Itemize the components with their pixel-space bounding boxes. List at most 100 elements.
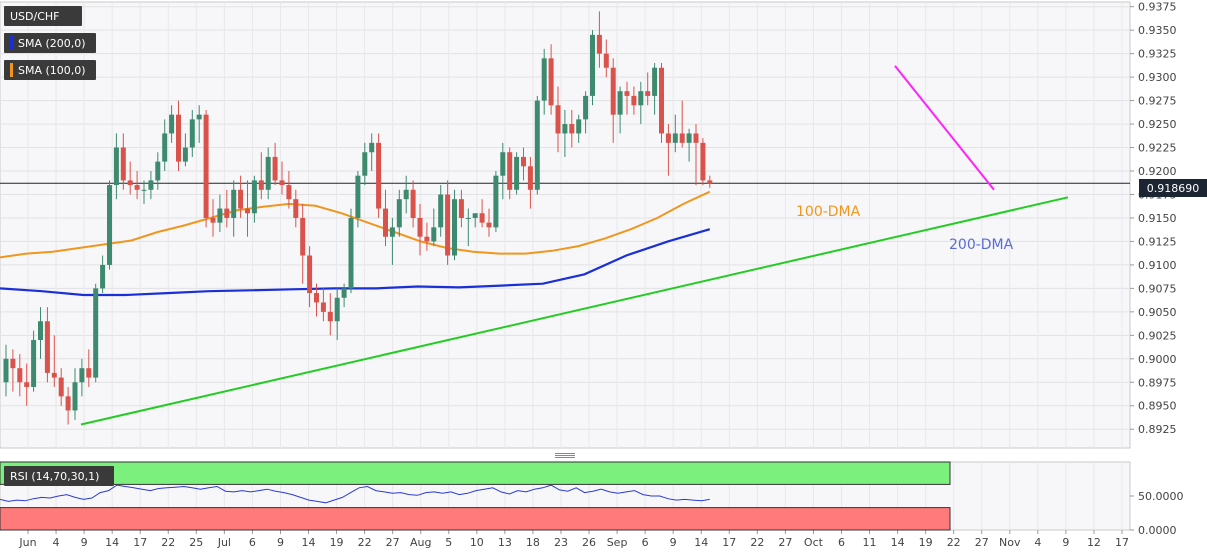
candle-body [272, 156, 278, 181]
candle-body [396, 199, 402, 228]
rsi-tag[interactable]: RSI (14,70,30,1) [4, 466, 114, 486]
candle-body [376, 142, 382, 209]
rsi-y-tick-label: 0.0000 [1138, 524, 1177, 537]
candle-body [665, 133, 671, 143]
x-tick-label: 17 [722, 536, 736, 549]
moving-averages [0, 190, 711, 297]
x-tick-label: 4 [53, 536, 60, 549]
x-tick-label: 14 [891, 536, 905, 549]
y-tick-label: 0.9350 [1138, 24, 1177, 37]
candle-body [527, 166, 533, 190]
support-trendline [80, 196, 1069, 426]
resistance-trendline [894, 65, 995, 191]
symbol-tag[interactable]: USD/CHF [4, 6, 82, 26]
candle-body [590, 34, 595, 96]
candle-body [686, 133, 692, 143]
x-tick-label: Jun [18, 536, 36, 549]
candle-body [38, 321, 43, 341]
sma200-label: SMA (200,0) [18, 36, 86, 50]
trendlines [80, 65, 1069, 426]
candle-body [583, 95, 589, 120]
candle-body [58, 377, 64, 397]
chart-grid [0, 1, 1131, 531]
candle-body [417, 217, 423, 237]
y-tick-label: 0.8975 [1138, 376, 1177, 389]
candle-body [107, 185, 112, 265]
candle-body [458, 199, 464, 218]
x-tick-label: 27 [975, 536, 989, 549]
candle-body [210, 217, 216, 223]
x-tick-label: Sep [607, 536, 628, 549]
x-tick-label: 13 [498, 536, 512, 549]
candle-body [500, 152, 506, 176]
candle-body [514, 156, 520, 190]
candle-body [610, 67, 616, 115]
candle-body [224, 208, 230, 218]
x-tick-label: 5 [445, 536, 452, 549]
candle-body [258, 180, 264, 190]
annotations: 100-DMA 200-DMA [796, 204, 1014, 253]
candle-body [341, 288, 347, 298]
candle-body [431, 227, 437, 242]
candle-body [521, 156, 526, 167]
candle-body [596, 34, 602, 54]
y-tick-label: 0.9125 [1138, 235, 1177, 248]
y-tick-label: 0.9000 [1138, 353, 1177, 366]
price-axis: 0.9375 0.9350 0.9325 0.9300 0.9275 0.9250 0.92… [1130, 1, 1177, 436]
candle-body [196, 114, 202, 120]
x-tick-label: 6 [249, 536, 256, 549]
x-tick-label: 27 [778, 536, 792, 549]
candle-body [155, 161, 161, 181]
candle-body [162, 133, 168, 162]
candle-body [389, 227, 395, 237]
candle-body [631, 95, 637, 106]
candle-body [189, 119, 195, 148]
sma200-tag[interactable]: SMA (200,0) [4, 33, 96, 53]
sma200-line [0, 228, 711, 297]
x-tick-label: 19 [919, 536, 933, 549]
sma100-tag[interactable]: SMA (100,0) [4, 60, 96, 80]
x-tick-label: 27 [386, 536, 400, 549]
y-tick-label: 0.9100 [1138, 259, 1177, 272]
candle-body [279, 180, 285, 186]
candle-body [659, 67, 664, 134]
candle-body [541, 58, 547, 101]
candle-body [134, 185, 140, 190]
x-tick-label: 19 [330, 536, 344, 549]
x-tick-label: 17 [1115, 536, 1129, 549]
candle-body [424, 236, 430, 242]
y-tick-label: 0.9325 [1138, 48, 1177, 61]
x-tick-label: 10 [470, 536, 484, 549]
current-price-value: 0.918690 [1146, 181, 1200, 195]
candle-body [700, 142, 706, 181]
candle-body [672, 133, 678, 143]
candle-body [113, 147, 119, 186]
x-tick-label: 22 [161, 536, 175, 549]
y-tick-label: 0.9025 [1138, 329, 1177, 342]
candle-body [562, 124, 568, 134]
x-tick-label: 9 [81, 536, 88, 549]
candle-body [72, 382, 78, 411]
candle-body [486, 222, 492, 228]
candle-body [576, 119, 582, 134]
y-tick-label: 0.9225 [1138, 142, 1177, 155]
candle-body [120, 147, 126, 181]
time-axis: Jun 4 9 14 17 22 25 Jul 6 9 14 19 22 27 Aug 5 10 13 18 23 26… [18, 530, 1129, 549]
candle-body [638, 91, 644, 106]
candle-body [707, 180, 713, 184]
candle-body [445, 194, 451, 256]
rsi-y-tick-label: 50.0000 [1138, 490, 1184, 503]
candle-body [176, 114, 181, 162]
sma100-line [0, 190, 711, 259]
candle-body [293, 199, 299, 218]
panel-resize-handle[interactable] [555, 453, 575, 459]
y-tick-label: 0.9300 [1138, 71, 1177, 84]
rsi-oversold-zone [0, 507, 951, 531]
candle-body [410, 189, 416, 218]
candle-body [148, 180, 154, 190]
y-tick-label: 0.9075 [1138, 282, 1177, 295]
candle-body [286, 185, 292, 200]
candle-body [327, 311, 333, 322]
candle-body [383, 208, 388, 237]
label-100-dma: 100-DMA [796, 204, 861, 220]
